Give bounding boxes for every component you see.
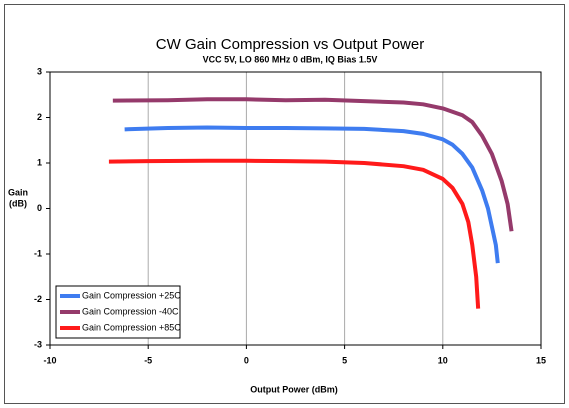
- y-axis-label: Gain: [8, 187, 28, 197]
- x-axis-label: Output Power (dBm): [250, 384, 338, 394]
- data-line: [112, 97, 514, 232]
- x-tick-label: 15: [536, 355, 546, 365]
- y-tick-label: 2: [37, 112, 42, 122]
- x-tick-label: -10: [43, 355, 56, 365]
- legend-label: Gain Compression +25C: [82, 290, 181, 300]
- x-tick-label: 5: [342, 355, 347, 365]
- y-tick-label: 0: [37, 203, 42, 213]
- data-line: [124, 125, 500, 264]
- y-tick-label: 3: [37, 66, 42, 76]
- plot-area: [49, 71, 542, 346]
- x-tick-label: 0: [244, 355, 249, 365]
- y-tick-label: -3: [34, 339, 42, 349]
- data-line: [108, 158, 481, 309]
- chart-subtitle: VCC 5V, LO 860 MHz 0 dBm, IQ Bias 1.5V: [203, 54, 378, 64]
- y-axis-label: (dB): [9, 198, 27, 208]
- x-tick-label: -5: [144, 355, 152, 365]
- x-tick-label: 10: [438, 355, 448, 365]
- y-tick-label: -2: [34, 294, 42, 304]
- chart-title: CW Gain Compression vs Output Power: [156, 36, 424, 53]
- legend-label: Gain Compression -40C: [82, 306, 179, 316]
- legend-label: Gain Compression +85C: [82, 322, 181, 332]
- y-tick-label: -1: [34, 248, 42, 258]
- y-tick-label: 1: [37, 157, 42, 167]
